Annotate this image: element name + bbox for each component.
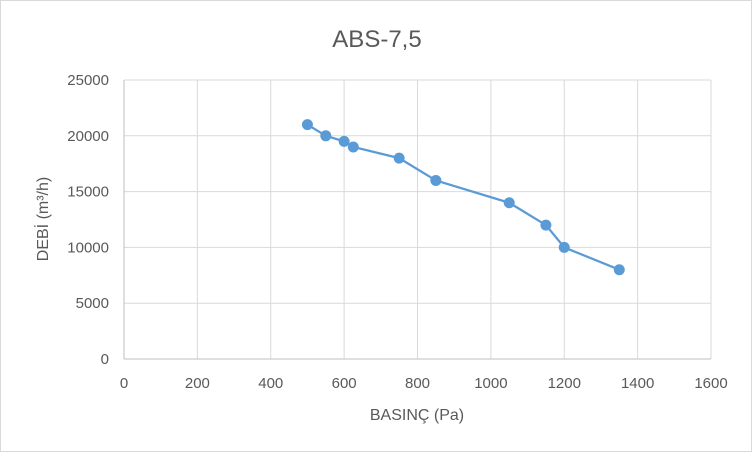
axes bbox=[123, 80, 711, 360]
data-point bbox=[320, 130, 332, 142]
data-point bbox=[558, 241, 570, 253]
y-axis-tick-labels: 0 5000 10000 15000 20000 25000 bbox=[67, 72, 109, 368]
data-point bbox=[338, 135, 350, 147]
y-tick-label: 25000 bbox=[67, 72, 109, 89]
data-point bbox=[301, 119, 313, 131]
y-tick-label: 10000 bbox=[67, 239, 109, 256]
data-point bbox=[613, 264, 625, 276]
y-tick-label: 20000 bbox=[67, 128, 109, 145]
x-tick-label: 200 bbox=[185, 375, 210, 392]
chart-title: ABS-7,5 bbox=[332, 26, 421, 53]
x-tick-label: 1000 bbox=[474, 375, 507, 392]
x-axis-tick-labels: 0 200 400 600 800 1000 1200 1400 1600 bbox=[120, 375, 728, 392]
data-point bbox=[430, 174, 442, 186]
data-point bbox=[393, 152, 405, 164]
x-tick-label: 800 bbox=[405, 375, 430, 392]
x-tick-label: 1400 bbox=[621, 375, 654, 392]
x-tick-label: 400 bbox=[258, 375, 283, 392]
gridlines bbox=[124, 79, 712, 359]
data-point bbox=[347, 141, 359, 153]
data-point bbox=[503, 197, 515, 209]
x-tick-label: 600 bbox=[332, 375, 357, 392]
x-tick-label: 1600 bbox=[694, 375, 727, 392]
data-point bbox=[540, 219, 552, 231]
y-axis-title: DEBİ (m³/h) bbox=[33, 177, 52, 261]
x-tick-label: 0 bbox=[120, 375, 128, 392]
data-series bbox=[301, 119, 625, 276]
y-tick-label: 15000 bbox=[67, 184, 109, 201]
series-line bbox=[306, 123, 620, 271]
y-tick-label: 0 bbox=[101, 351, 109, 368]
x-axis-title: BASINÇ (Pa) bbox=[370, 407, 464, 424]
x-tick-label: 1200 bbox=[548, 375, 581, 392]
y-tick-label: 5000 bbox=[76, 295, 109, 312]
